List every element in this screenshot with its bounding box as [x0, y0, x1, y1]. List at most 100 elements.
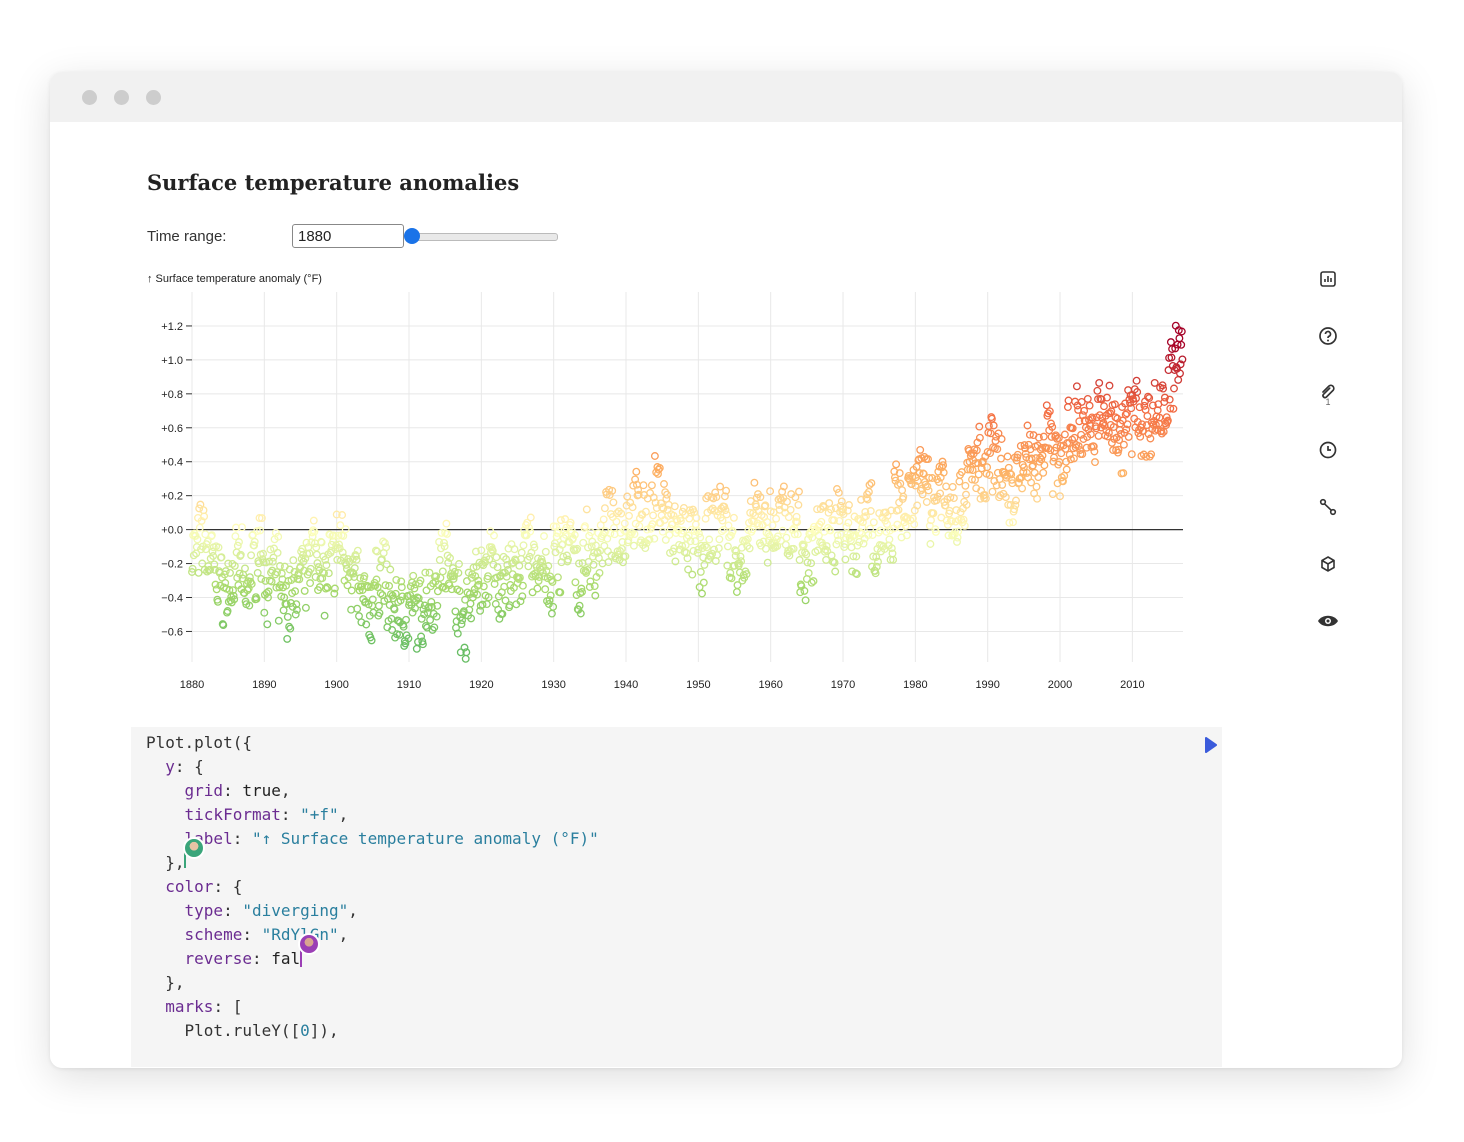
- data-point: [916, 445, 925, 454]
- data-point: [939, 468, 948, 477]
- data-point: [291, 610, 300, 619]
- data-point: [307, 538, 316, 547]
- code-line[interactable]: label: "↑ Surface temperature anomaly (°…: [146, 827, 599, 851]
- data-point: [946, 493, 955, 502]
- data-point: [1085, 401, 1094, 410]
- code-line[interactable]: Plot.plot({: [146, 731, 252, 755]
- time-range-input[interactable]: [292, 224, 404, 248]
- code-line[interactable]: },: [146, 851, 185, 875]
- data-point: [455, 560, 463, 568]
- x-tick-label: 1920: [469, 679, 493, 691]
- data-point: [768, 521, 777, 530]
- data-point: [817, 517, 826, 526]
- minimize-window-button[interactable]: [114, 90, 129, 105]
- run-cell-button[interactable]: [1204, 737, 1218, 753]
- data-point: [432, 572, 441, 581]
- clock-icon[interactable]: [1316, 438, 1340, 462]
- data-point: [426, 616, 435, 624]
- close-window-button[interactable]: [82, 90, 97, 105]
- code-cell[interactable]: Plot.plot({ y: { grid: true, tickFormat:…: [131, 727, 1222, 1067]
- data-point: [1022, 468, 1031, 477]
- eye-icon[interactable]: [1316, 609, 1340, 633]
- code-line[interactable]: tickFormat: "+f",: [146, 803, 349, 827]
- data-point: [381, 581, 390, 590]
- data-point: [686, 537, 695, 546]
- data-point: [1119, 440, 1128, 449]
- data-point: [720, 492, 729, 501]
- data-point: [375, 609, 384, 617]
- data-point: [376, 563, 385, 572]
- data-point: [924, 455, 932, 464]
- code-token: ,: [348, 901, 358, 920]
- data-point: [217, 553, 226, 562]
- cube-icon[interactable]: [1316, 552, 1340, 576]
- code-token: : {: [174, 757, 204, 776]
- data-point: [911, 481, 920, 490]
- code-token: ]),: [309, 1021, 339, 1040]
- data-point: [427, 597, 436, 606]
- data-point: [231, 532, 240, 541]
- data-point: [858, 518, 867, 527]
- y-tick-label: +1.0: [161, 355, 183, 367]
- code-line[interactable]: reverse: fal: [146, 947, 301, 971]
- data-point: [518, 592, 527, 601]
- data-point: [654, 465, 663, 474]
- x-tick-label: 1910: [397, 679, 421, 691]
- bar-chart-icon[interactable]: [1316, 267, 1340, 291]
- data-point: [396, 596, 405, 605]
- data-point: [273, 568, 281, 577]
- data-point: [807, 559, 816, 568]
- data-point: [883, 520, 891, 528]
- data-point: [356, 574, 365, 583]
- code-line[interactable]: marks: [: [146, 995, 242, 1019]
- data-point: [743, 535, 752, 544]
- x-tick-label: 1940: [614, 679, 638, 691]
- data-point: [517, 548, 526, 557]
- code-line[interactable]: color: {: [146, 875, 242, 899]
- code-line[interactable]: type: "diverging",: [146, 899, 358, 923]
- code-line[interactable]: scheme: "RdYlGn",: [146, 923, 349, 947]
- data-point: [207, 531, 216, 540]
- time-range-slider-track[interactable]: [406, 233, 558, 241]
- data-point: [228, 559, 237, 568]
- branch-icon[interactable]: [1316, 495, 1340, 519]
- x-tick-label: 1960: [758, 679, 782, 691]
- data-point: [459, 607, 468, 616]
- data-point: [433, 601, 442, 610]
- code-token: type: [146, 901, 224, 920]
- data-point: [330, 584, 339, 593]
- time-range-slider-thumb[interactable]: [404, 228, 420, 244]
- data-point: [1143, 412, 1152, 420]
- data-point: [371, 546, 380, 555]
- code-line[interactable]: grid: true,: [146, 779, 291, 803]
- code-token: : [: [213, 997, 243, 1016]
- data-point: [194, 568, 203, 577]
- paperclip-icon[interactable]: 1: [1316, 381, 1340, 407]
- data-point: [600, 541, 609, 550]
- data-point: [676, 517, 685, 525]
- code-line[interactable]: y: {: [146, 755, 204, 779]
- data-point: [707, 506, 715, 514]
- help-icon[interactable]: [1316, 324, 1340, 348]
- zoom-window-button[interactable]: [146, 90, 161, 105]
- data-point: [425, 568, 434, 577]
- data-point: [612, 517, 621, 526]
- code-line[interactable]: },: [146, 971, 184, 995]
- data-point: [605, 491, 614, 499]
- data-point: [663, 490, 671, 499]
- data-point: [689, 546, 698, 555]
- data-point: [333, 555, 342, 564]
- code-token: : {: [213, 877, 243, 896]
- data-point: [922, 498, 931, 506]
- data-point: [210, 560, 219, 569]
- y-tick-label: −0.6: [161, 626, 183, 638]
- code-line[interactable]: Plot.ruleY([0]),: [146, 1019, 339, 1043]
- data-point: [698, 589, 706, 598]
- data-point: [602, 490, 611, 499]
- data-point: [1119, 469, 1128, 478]
- data-point: [699, 578, 708, 587]
- x-tick-label: 1900: [324, 679, 348, 691]
- code-token: },: [146, 853, 185, 872]
- data-point: [1169, 404, 1178, 413]
- data-point: [728, 527, 737, 535]
